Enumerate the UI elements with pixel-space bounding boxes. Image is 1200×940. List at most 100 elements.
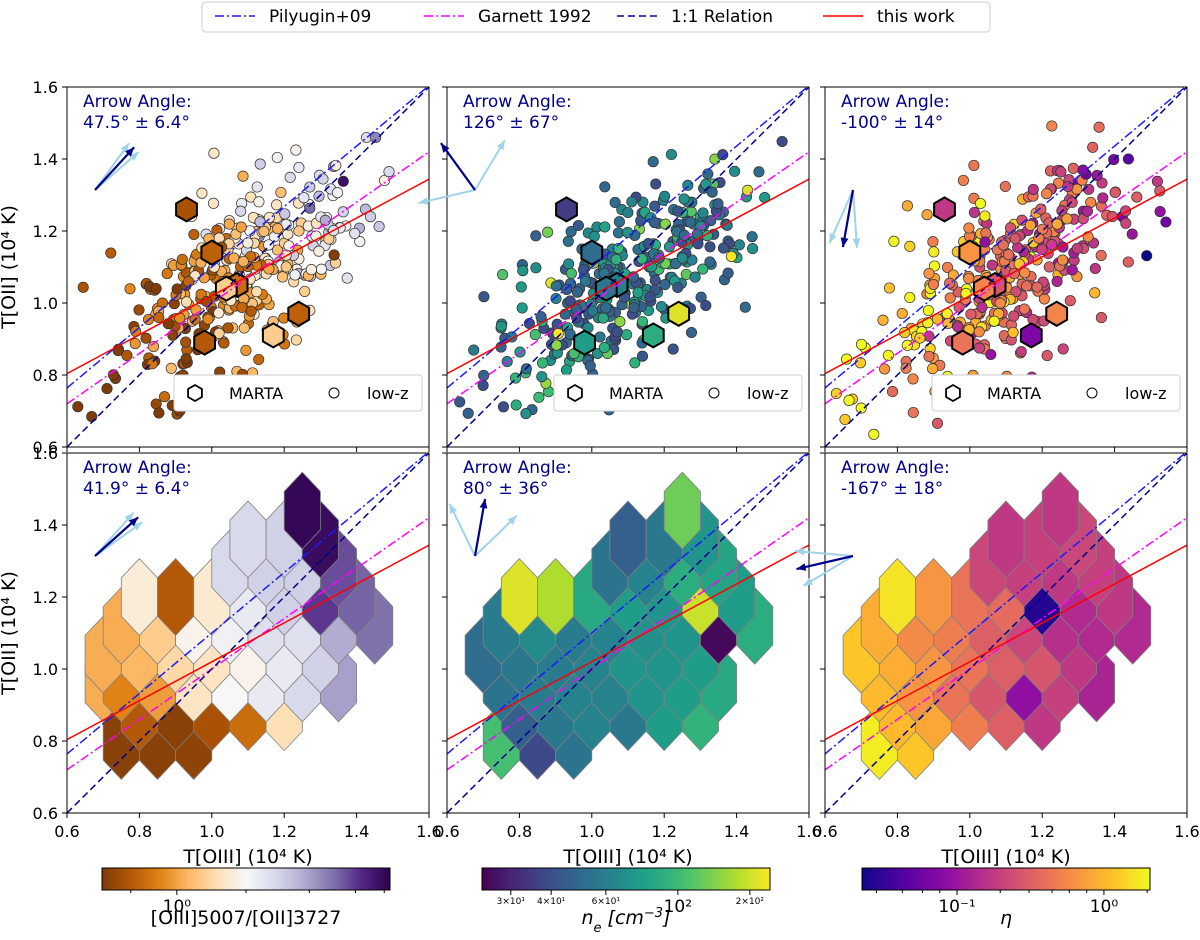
lowz-point: [682, 179, 694, 191]
y-tick-label: 1.2: [33, 222, 58, 241]
garnett-line: [447, 517, 809, 771]
colorbar-viridis: 3×10¹ 4×10¹ 6×10¹ 10² 2×10² ne [cm−3]: [481, 867, 771, 936]
lowz-point: [1077, 164, 1089, 176]
marta-point: [951, 329, 974, 356]
lowz-point: [373, 220, 385, 233]
marta-legend-label: MARTA: [987, 384, 1041, 403]
lowz-point: [600, 302, 612, 314]
colorbar-tick-label: 10⁰: [1090, 897, 1119, 917]
lowz-point: [495, 320, 507, 332]
lowz-point: [610, 254, 622, 266]
lowz-point: [563, 258, 575, 270]
lowz-point: [644, 291, 656, 303]
x-tick-label: 1.2: [1029, 822, 1054, 841]
lowz-point: [542, 226, 554, 238]
error-arrow-head: [852, 238, 861, 248]
lowz-point: [258, 225, 270, 237]
x-tick-label: 1.6: [1174, 822, 1199, 841]
x-tick-label: 0.8: [507, 822, 532, 841]
colorbar-bar: [101, 867, 391, 891]
marta-point: [555, 196, 578, 223]
lowz-point: [341, 272, 353, 284]
colorbar-tick-label: 4×10¹: [537, 897, 566, 907]
lowz-point: [354, 236, 366, 248]
lowz-point: [1057, 343, 1069, 355]
panel-legend-frame: [931, 374, 1181, 412]
lowz-point: [238, 322, 250, 334]
lowz-point: [965, 308, 977, 320]
lowz-point: [237, 170, 249, 182]
lowz-point: [957, 174, 969, 186]
lowz-point: [468, 344, 480, 356]
lowz-point: [931, 417, 944, 429]
lowz-point: [839, 413, 851, 426]
lowz-point: [979, 236, 991, 248]
lowz-point: [1019, 267, 1031, 279]
this-work-line: [67, 544, 429, 741]
lowz-point: [516, 302, 528, 314]
lowz-legend-marker: [328, 387, 340, 399]
lowz-point: [988, 315, 1000, 327]
lowz-point: [733, 239, 745, 251]
error-arrow-head: [829, 233, 837, 243]
lowz-point: [1064, 295, 1076, 307]
pilyugin-line: [825, 453, 1187, 755]
lowz-point: [275, 186, 287, 198]
lowz-point: [188, 228, 200, 241]
panel-2-2: 0.6 0.8 1.0 1.2 1.4 1.6 T[OIII] (10⁴ K) Arrow A…: [434, 452, 822, 868]
lowz-point: [165, 362, 177, 374]
lowz-point: [648, 217, 661, 229]
y-tick-label: 0.6: [33, 804, 58, 823]
lowz-point: [896, 307, 908, 320]
lowz-point: [290, 334, 302, 346]
lowz-legend-label: low-z: [1125, 384, 1167, 403]
lowz-point: [689, 271, 701, 283]
error-arrow: [828, 189, 854, 244]
lowz-point: [994, 297, 1006, 309]
plot-area: [447, 453, 809, 813]
lowz-point: [289, 269, 301, 281]
lowz-point: [180, 336, 192, 348]
plot-area: [825, 453, 1187, 813]
lowz-point: [1081, 205, 1093, 217]
lowz-point: [161, 268, 173, 280]
lowz-point: [628, 302, 640, 314]
lowz-point: [725, 250, 737, 262]
lowz-point: [974, 197, 987, 210]
error-arrow-head: [507, 515, 517, 525]
lowz-point: [922, 304, 934, 317]
lowz-point: [1027, 313, 1039, 326]
mean-arrow-head: [125, 147, 135, 157]
hexbin-cell: [283, 471, 321, 550]
arrow-angle-label: Arrow Angle:: [841, 92, 950, 112]
lowz-point: [942, 317, 954, 330]
colorbar-label-sup: −3: [644, 906, 663, 921]
lowz-point: [1043, 261, 1055, 273]
lowz-point: [331, 187, 344, 199]
mean-arrow-head: [440, 143, 450, 153]
lowz-point: [746, 231, 758, 243]
lowz-point: [888, 235, 900, 247]
lowz-point: [642, 237, 654, 250]
lowz-point: [562, 235, 574, 247]
angle-arrows: [448, 498, 518, 557]
lowz-point: [535, 311, 547, 323]
mean-arrow: [94, 146, 135, 191]
mean-arrow-head: [796, 563, 807, 571]
panel-1-2: Arrow Angle:126° ± 67° MARTA low-z: [418, 86, 810, 452]
lowz-legend-marker: [1086, 387, 1098, 399]
lowz-point: [927, 278, 940, 291]
lowz-point: [588, 230, 600, 242]
lowz-point: [497, 269, 509, 281]
axes-frame: [66, 452, 430, 814]
lowz-point: [293, 225, 305, 237]
lowz-point: [901, 200, 913, 212]
arrow-angle-value: -167° ± 18°: [841, 479, 943, 499]
lowz-point: [124, 283, 136, 295]
mean-arrow: [841, 189, 855, 248]
colorbar-tick-label: 6×10¹: [592, 897, 621, 907]
lowz-point: [299, 285, 311, 297]
colorbar-tick-label: 10⁰: [163, 897, 192, 917]
lowz-point: [927, 236, 939, 248]
lowz-point: [665, 148, 677, 161]
